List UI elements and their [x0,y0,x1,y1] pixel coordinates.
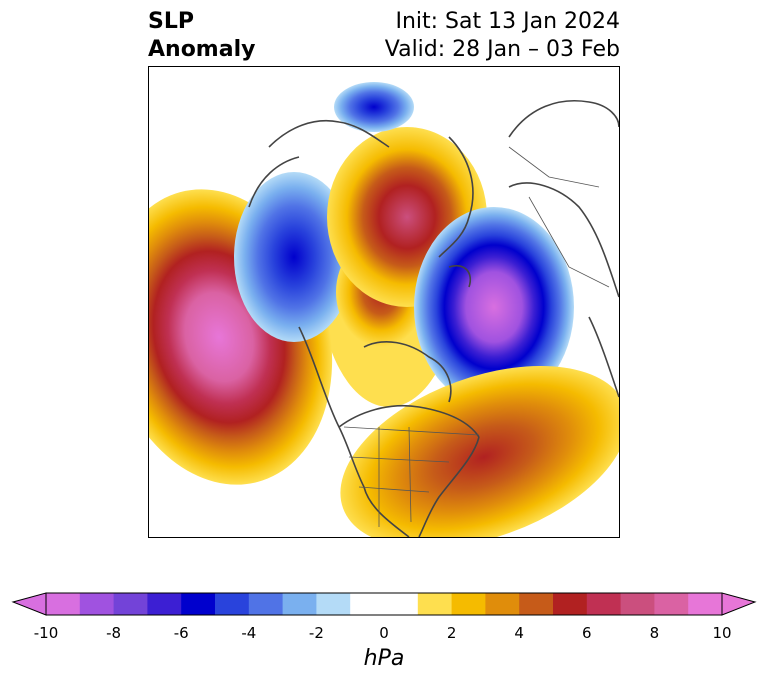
colorbar-unit: hPa [363,646,405,671]
colorbar-tick-label: -8 [106,624,122,642]
colorbar-cell [586,593,622,615]
europe-low [414,207,574,407]
colorbar-tick-label: -2 [308,624,324,642]
country-borders [343,146,610,527]
colorbar-cell [46,593,81,615]
colorbar-cell [181,593,216,615]
colorbar-tick-label: 6 [582,624,592,642]
colorbar-cell [451,593,486,615]
colorbar-cell [215,593,250,615]
valid-range: Valid: 28 Jan – 03 Feb [384,37,620,62]
colorbar-cells [46,593,723,615]
colorbar-cell [519,593,554,615]
colorbar-tick-label: -6 [173,624,189,642]
title-line-1: SLP [148,9,194,34]
colorbar-extend-low [11,592,47,616]
colorbar-tick-label: 10 [712,624,732,642]
alaska-low [234,172,354,342]
anomaly-fields [149,82,619,537]
atlantic-high [340,365,619,537]
colorbar-tick-label: 4 [514,624,524,642]
colorbar-cell [248,593,284,615]
alaska-north-low [334,82,414,132]
colorbar-cell [147,593,182,615]
colorbar-tick-label: 8 [649,624,660,642]
colorbar [11,592,757,616]
colorbar-extend-high [721,592,757,616]
colorbar-tick-label: 2 [446,624,457,642]
init-date: Init: Sat 13 Jan 2024 [395,9,620,34]
colorbar-cell [282,593,317,615]
colorbar-outline [45,592,723,616]
colorbar-cell [384,593,419,615]
colorbar-cell [688,593,723,615]
colorbar-cell [417,593,453,615]
colorbar-cell [485,593,520,615]
colorbar-cell [316,593,351,615]
colorbar-cell [79,593,115,615]
title-line-2: Anomaly [148,37,256,62]
map-canvas [149,82,619,537]
slp-anomaly-map [148,66,620,538]
colorbar-cell [350,593,385,615]
colorbar-tick-label: -10 [33,624,59,642]
colorbar-cell [654,593,689,615]
map-title: SLP Anomaly [148,8,255,64]
colorbar-cell [553,593,588,615]
colorbar-tick-label: 0 [379,624,389,642]
colorbar-tick-label: -4 [241,624,257,642]
colorbar-cell [113,593,148,615]
forecast-dates: Init: Sat 13 Jan 2024 Valid: 28 Jan – 03… [385,8,620,64]
colorbar-cell [620,593,655,615]
